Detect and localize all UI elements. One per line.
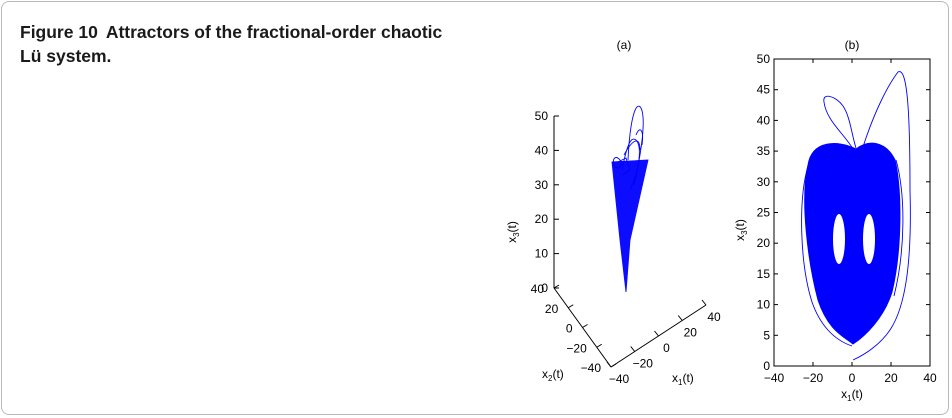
panel-a-x-tick <box>677 315 683 321</box>
panel-a-x-tick <box>701 299 707 306</box>
panel-a-z-tick-label: 0 <box>541 281 548 295</box>
panel-b-y-tick-label: 20 <box>757 236 771 250</box>
panel-b-x-tick-label: −40 <box>764 371 785 385</box>
panel-a-z-tick-label: 20 <box>535 212 549 226</box>
panel-a-y-tick <box>582 324 588 328</box>
panel-b-y-tick-label: 35 <box>757 144 771 158</box>
panel-a-x-label: x1(t) <box>672 371 694 387</box>
panel-a-x-tick <box>606 361 612 368</box>
panel-b-x-tick-label: 0 <box>849 371 856 385</box>
panel-a-y-tick-label: 20 <box>545 302 559 316</box>
panel-a-y-tick <box>596 343 603 348</box>
panel-b-y-label: x3(t) <box>733 219 749 241</box>
panel-a-y-tick-label: −40 <box>581 361 602 375</box>
panel-b-x-tick-label: −20 <box>803 371 824 385</box>
panel-a-y-tick <box>567 304 574 309</box>
panel-a-x-tick-label: 20 <box>684 326 698 340</box>
panel-b-y-tick-label: 0 <box>763 359 770 373</box>
panel-a-x-tick-label: 0 <box>663 341 670 355</box>
panel-a-y-tick <box>553 284 560 289</box>
panel-b-y-tick-label: 25 <box>757 206 771 220</box>
panel-b-y-tick-label: 45 <box>757 83 771 97</box>
panel-a-z-tick-label: 50 <box>535 109 549 123</box>
panel-a-z-tick-label: 40 <box>535 143 549 157</box>
panel-a-x-tick-label: −40 <box>609 372 630 386</box>
panel-b-y-tick-label: 5 <box>763 328 770 342</box>
panel-a-y-tick-label: 0 <box>566 322 573 336</box>
panel-b-hole-left <box>833 214 845 264</box>
panel-b-label: (b) <box>845 38 860 52</box>
panel-b-x-label: x1(t) <box>841 387 863 403</box>
figure-caption: Figure 10 Attractors of the fractional-or… <box>20 20 450 68</box>
panel-b-y-tick-label: 40 <box>757 113 771 127</box>
panel-a-y-tick <box>610 363 617 368</box>
panel-b-y-tick-label: 15 <box>757 267 771 281</box>
panel-a-x-tick <box>630 346 636 352</box>
panel-a-z-tick-label: 30 <box>535 178 549 192</box>
panel-a-z-label: x3(t) <box>505 221 521 243</box>
panel-a-y-label: x2(t) <box>542 367 564 383</box>
panel-b-y-tick-label: 50 <box>757 52 771 66</box>
panel-a-x-tick <box>654 330 659 337</box>
panel-a-y-tick-label: 40 <box>531 282 545 296</box>
panel-b-attractor <box>801 71 911 361</box>
panel-b: (b) 0 5 10 15 20 25 30 35 40 45 50 −40 −20 0 20 40 x3(… <box>733 38 937 403</box>
panel-a-x-tick-label: −20 <box>633 357 654 371</box>
panel-b-y-tick-label: 10 <box>757 298 771 312</box>
panel-a-z-tick-label: 10 <box>535 247 549 261</box>
figure-caption-text: Attractors of the fractional-order chaot… <box>20 22 443 66</box>
panel-b-y-tick-label: 30 <box>757 175 771 189</box>
panel-b-x-tick-label: 20 <box>884 371 898 385</box>
panel-a-label: (a) <box>617 38 632 52</box>
panel-b-x-tick-label: 40 <box>923 371 937 385</box>
panel-a-x-tick-label: 40 <box>707 310 721 324</box>
panel-a-attractor <box>611 105 649 293</box>
panel-a-y-tick-label: −20 <box>566 341 587 355</box>
figure-number: Figure 10 <box>20 22 98 42</box>
panel-b-hole-right <box>863 214 875 264</box>
